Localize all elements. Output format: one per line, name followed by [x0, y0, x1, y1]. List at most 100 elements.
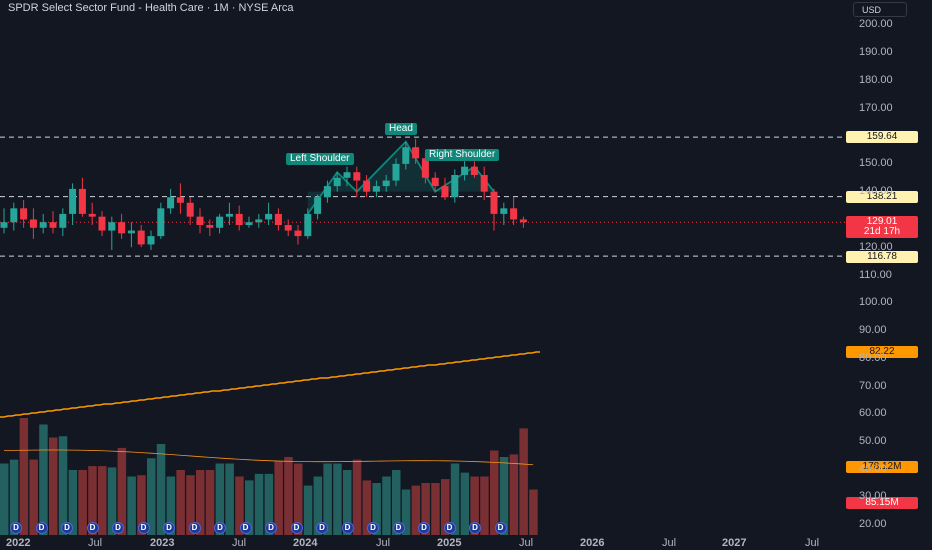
- volume-bar: [68, 470, 78, 535]
- candle-body: [98, 216, 106, 231]
- dividend-marker-icon[interactable]: D: [290, 522, 303, 534]
- candle-body: [245, 222, 253, 225]
- candle-body: [20, 208, 28, 220]
- candle-body: [59, 213, 67, 228]
- candle-body: [157, 208, 165, 237]
- volume-ma-line: [3, 449, 534, 466]
- candle-body: [421, 158, 429, 178]
- volume-bar: [343, 470, 352, 535]
- y-tick-label: 100.00: [859, 296, 893, 308]
- volume-bar: [254, 473, 264, 535]
- candle-body: [78, 188, 86, 214]
- dividend-marker-icon[interactable]: D: [469, 522, 481, 534]
- candle-body: [353, 172, 361, 181]
- candle-body: [510, 208, 518, 220]
- volume-bar: [392, 470, 401, 535]
- volume-bar: [196, 470, 205, 535]
- candle-body: [167, 197, 175, 209]
- volume-bar: [382, 476, 391, 535]
- y-tick-label: 120.00: [859, 241, 893, 253]
- volume-bar: [294, 463, 303, 535]
- volume-bar: [235, 476, 244, 535]
- dividend-marker-icon[interactable]: D: [163, 522, 175, 534]
- y-tick-label: 70.00: [859, 380, 887, 392]
- volume-bar: [88, 466, 97, 535]
- dividend-marker-icon[interactable]: D: [35, 522, 48, 534]
- dividend-marker-icon[interactable]: D: [86, 522, 99, 534]
- candle-body: [343, 172, 351, 178]
- volume-bar: [39, 424, 48, 535]
- candle-body: [363, 180, 371, 192]
- x-tick-label: Jul: [805, 537, 820, 549]
- volume-bar: [401, 489, 411, 535]
- volume-bar: [470, 476, 479, 535]
- y-tick-label: 140.00: [859, 185, 893, 197]
- volume-bar: [323, 463, 332, 535]
- volume-bar: [264, 473, 274, 535]
- volume-bar: [98, 466, 107, 535]
- candle-body: [304, 213, 312, 237]
- dividend-marker-icon[interactable]: D: [494, 522, 507, 534]
- y-tick-label: 200.00: [859, 18, 893, 30]
- volume-bar: [58, 436, 68, 535]
- x-tick-label: Jul: [376, 537, 391, 549]
- candle-body: [382, 180, 390, 187]
- candle-body: [431, 177, 439, 187]
- volume-value-tag: 85.15M: [846, 497, 918, 509]
- left-shoulder-label[interactable]: Left Shoulder: [286, 153, 354, 165]
- volume-bar: [441, 479, 450, 535]
- level-high-tag: 159.64: [846, 131, 918, 143]
- candle-body: [519, 219, 527, 223]
- dividend-marker-icon[interactable]: D: [418, 522, 430, 534]
- volume-bar: [333, 463, 342, 535]
- x-tick-label: 2025: [437, 537, 462, 549]
- dividend-marker-icon[interactable]: D: [188, 522, 201, 534]
- volume-bar: [284, 457, 293, 535]
- currency-button[interactable]: USD: [853, 2, 907, 17]
- volume-bar: [411, 485, 421, 535]
- dividend-marker-icon[interactable]: D: [239, 522, 252, 534]
- candle-body: [470, 166, 478, 175]
- volume-bar: [156, 444, 166, 535]
- dividend-marker-icon[interactable]: D: [341, 522, 354, 534]
- dividend-marker-icon[interactable]: D: [443, 522, 456, 534]
- candle-body: [137, 230, 145, 245]
- x-tick-label: 2022: [6, 537, 31, 549]
- candle-body: [108, 222, 116, 231]
- dividend-marker-icon[interactable]: D: [316, 522, 328, 534]
- dividend-marker-icon[interactable]: D: [392, 522, 405, 534]
- volume-bar: [107, 467, 117, 535]
- candle-body: [39, 222, 47, 228]
- last-price-tag: 129.01: [846, 216, 918, 228]
- level-low-tag: 116.78: [846, 251, 918, 263]
- dividend-marker-icon[interactable]: D: [137, 522, 150, 534]
- trendline: [0, 351, 540, 418]
- dividend-marker-icon[interactable]: D: [61, 522, 73, 534]
- candle-body: [186, 202, 194, 217]
- candle-body: [206, 225, 214, 228]
- candle-body: [372, 186, 380, 192]
- dividend-marker-icon[interactable]: D: [265, 522, 277, 534]
- right-shoulder-label[interactable]: Right Shoulder: [425, 149, 500, 161]
- volume-bar: [421, 483, 430, 535]
- volume-bar: [490, 450, 499, 535]
- dividend-marker-icon[interactable]: D: [10, 522, 22, 534]
- y-tick-label: 50.00: [859, 435, 887, 447]
- volume-bar: [450, 463, 460, 535]
- dividend-marker-icon[interactable]: D: [214, 522, 226, 534]
- candle-body: [10, 208, 18, 223]
- y-tick-label: 150.00: [859, 157, 893, 169]
- volume-bar: [245, 480, 254, 535]
- x-tick-label: 2023: [150, 537, 175, 549]
- dividend-marker-icon[interactable]: D: [367, 522, 379, 534]
- candle-body: [147, 236, 155, 245]
- countdown-tag: 21d 17h: [846, 226, 918, 238]
- volume-bar: [352, 459, 362, 535]
- candle-body: [265, 213, 273, 220]
- volume-bar: [499, 457, 509, 535]
- candle-body: [118, 222, 126, 234]
- y-tick-label: 40.00: [859, 463, 887, 475]
- head-label[interactable]: Head: [385, 123, 417, 135]
- dividend-marker-icon[interactable]: D: [112, 522, 124, 534]
